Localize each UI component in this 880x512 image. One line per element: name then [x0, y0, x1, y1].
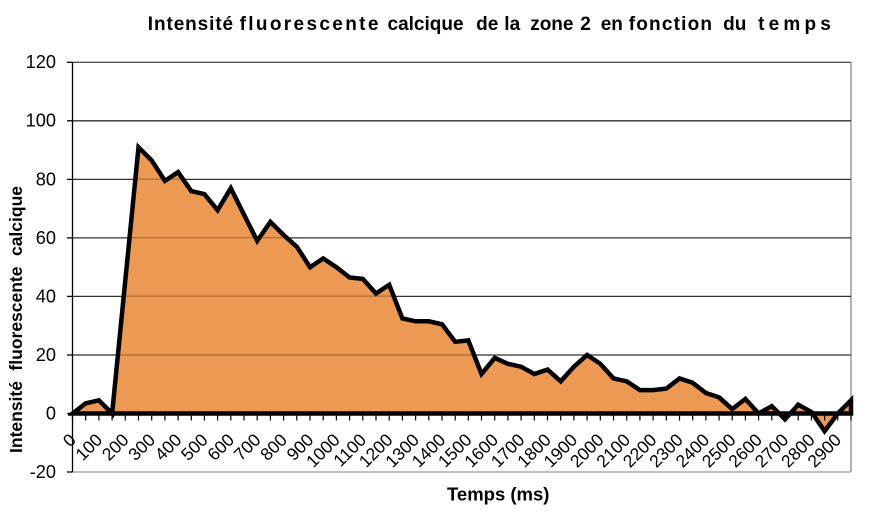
svg-text:120: 120	[26, 52, 56, 72]
svg-text:40: 40	[36, 286, 56, 306]
svg-text:fonction: fonction	[629, 14, 714, 35]
svg-text:en: en	[601, 14, 623, 35]
svg-text:20: 20	[36, 345, 56, 365]
svg-text:calcique: calcique	[388, 14, 464, 35]
svg-text:Intensité: Intensité	[148, 14, 234, 35]
svg-text:100: 100	[26, 111, 56, 131]
svg-text:la: la	[504, 14, 520, 35]
svg-text:temps: temps	[758, 14, 835, 35]
svg-text:0: 0	[46, 403, 56, 423]
svg-text:Intensité fluorescente calciqu: Intensité fluorescente calcique	[6, 186, 26, 453]
svg-text:zone: zone	[530, 14, 573, 35]
svg-text:fluorescente: fluorescente	[240, 14, 381, 35]
svg-text:60: 60	[36, 228, 56, 248]
svg-text:80: 80	[36, 169, 56, 189]
svg-text:de: de	[476, 14, 498, 35]
svg-text:Temps (ms): Temps (ms)	[447, 484, 549, 505]
svg-text:-20: -20	[30, 462, 56, 482]
svg-text:du: du	[723, 14, 746, 35]
svg-text:2: 2	[580, 14, 591, 35]
